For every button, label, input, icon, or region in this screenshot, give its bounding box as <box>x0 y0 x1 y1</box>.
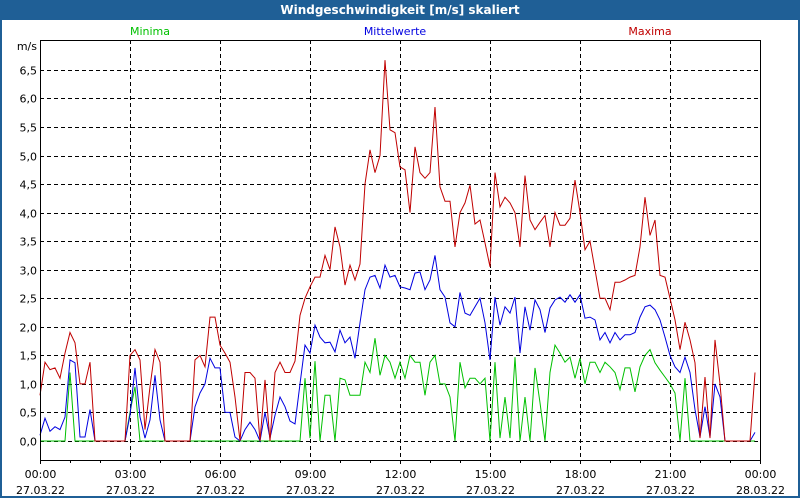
series-line-mittelwerte <box>39 255 756 443</box>
x-tick-date: 27.03.22 <box>286 484 335 497</box>
x-tick-time: 12:00 <box>385 468 417 481</box>
x-tick-date: 27.03.22 <box>16 484 65 497</box>
x-tick-date: 27.03.22 <box>466 484 515 497</box>
x-tick-time: 03:00 <box>115 468 147 481</box>
grid-lines <box>40 40 760 460</box>
x-tick-date: 27.03.22 <box>196 484 245 497</box>
y-tick-label: 6,5 <box>20 65 38 78</box>
legend-item-mittelwerte: Mittelwerte <box>364 25 427 38</box>
x-tick-time: 15:00 <box>475 468 507 481</box>
window-title: Windgeschwindigkeit [m/s] skaliert <box>0 0 800 20</box>
y-tick-label: 4,0 <box>20 208 38 221</box>
x-tick-date: 27.03.22 <box>106 484 155 497</box>
y-tick-label: 4,5 <box>20 179 38 192</box>
axes: 0,0 0,5 1,0 1,5 2,0 2,5 3,0 3,5 4,0 4,5 5,0 5,5 6,0 6… <box>16 65 785 498</box>
x-tick-time: 00:00 <box>745 468 777 481</box>
y-tick-label: 5,5 <box>20 122 38 135</box>
series-line-maxima <box>39 60 756 442</box>
legend-item-maxima: Maxima <box>628 25 671 38</box>
y-tick-label: 6,0 <box>20 93 38 106</box>
x-tick-date: 28.03.22 <box>736 484 785 497</box>
x-tick-time: 09:00 <box>295 468 327 481</box>
y-tick-label: 1,5 <box>20 350 38 363</box>
x-tick-time: 18:00 <box>565 468 597 481</box>
y-axis-label: m/s <box>17 40 37 53</box>
x-tick-date: 27.03.22 <box>646 484 695 497</box>
y-tick-label: 3,5 <box>20 236 38 249</box>
y-tick-label: 2,5 <box>20 293 38 306</box>
legend: Minima Mittelwerte Maxima <box>130 25 672 38</box>
x-tick-time: 06:00 <box>205 468 237 481</box>
series-line-minima <box>40 338 755 442</box>
y-tick-label: 3,0 <box>20 265 38 278</box>
y-tick-label: 0,5 <box>20 407 38 420</box>
y-tick-label: 5,0 <box>20 151 38 164</box>
y-tick-label: 2,0 <box>20 322 38 335</box>
x-tick-time: 00:00 <box>25 468 57 481</box>
x-tick-time: 21:00 <box>655 468 687 481</box>
legend-item-minima: Minima <box>130 25 170 38</box>
x-tick-date: 27.03.22 <box>556 484 605 497</box>
y-tick-label: 0,0 <box>20 436 38 449</box>
series-lines <box>39 60 756 443</box>
x-tick-date: 27.03.22 <box>376 484 425 497</box>
y-tick-label: 1,0 <box>20 379 38 392</box>
